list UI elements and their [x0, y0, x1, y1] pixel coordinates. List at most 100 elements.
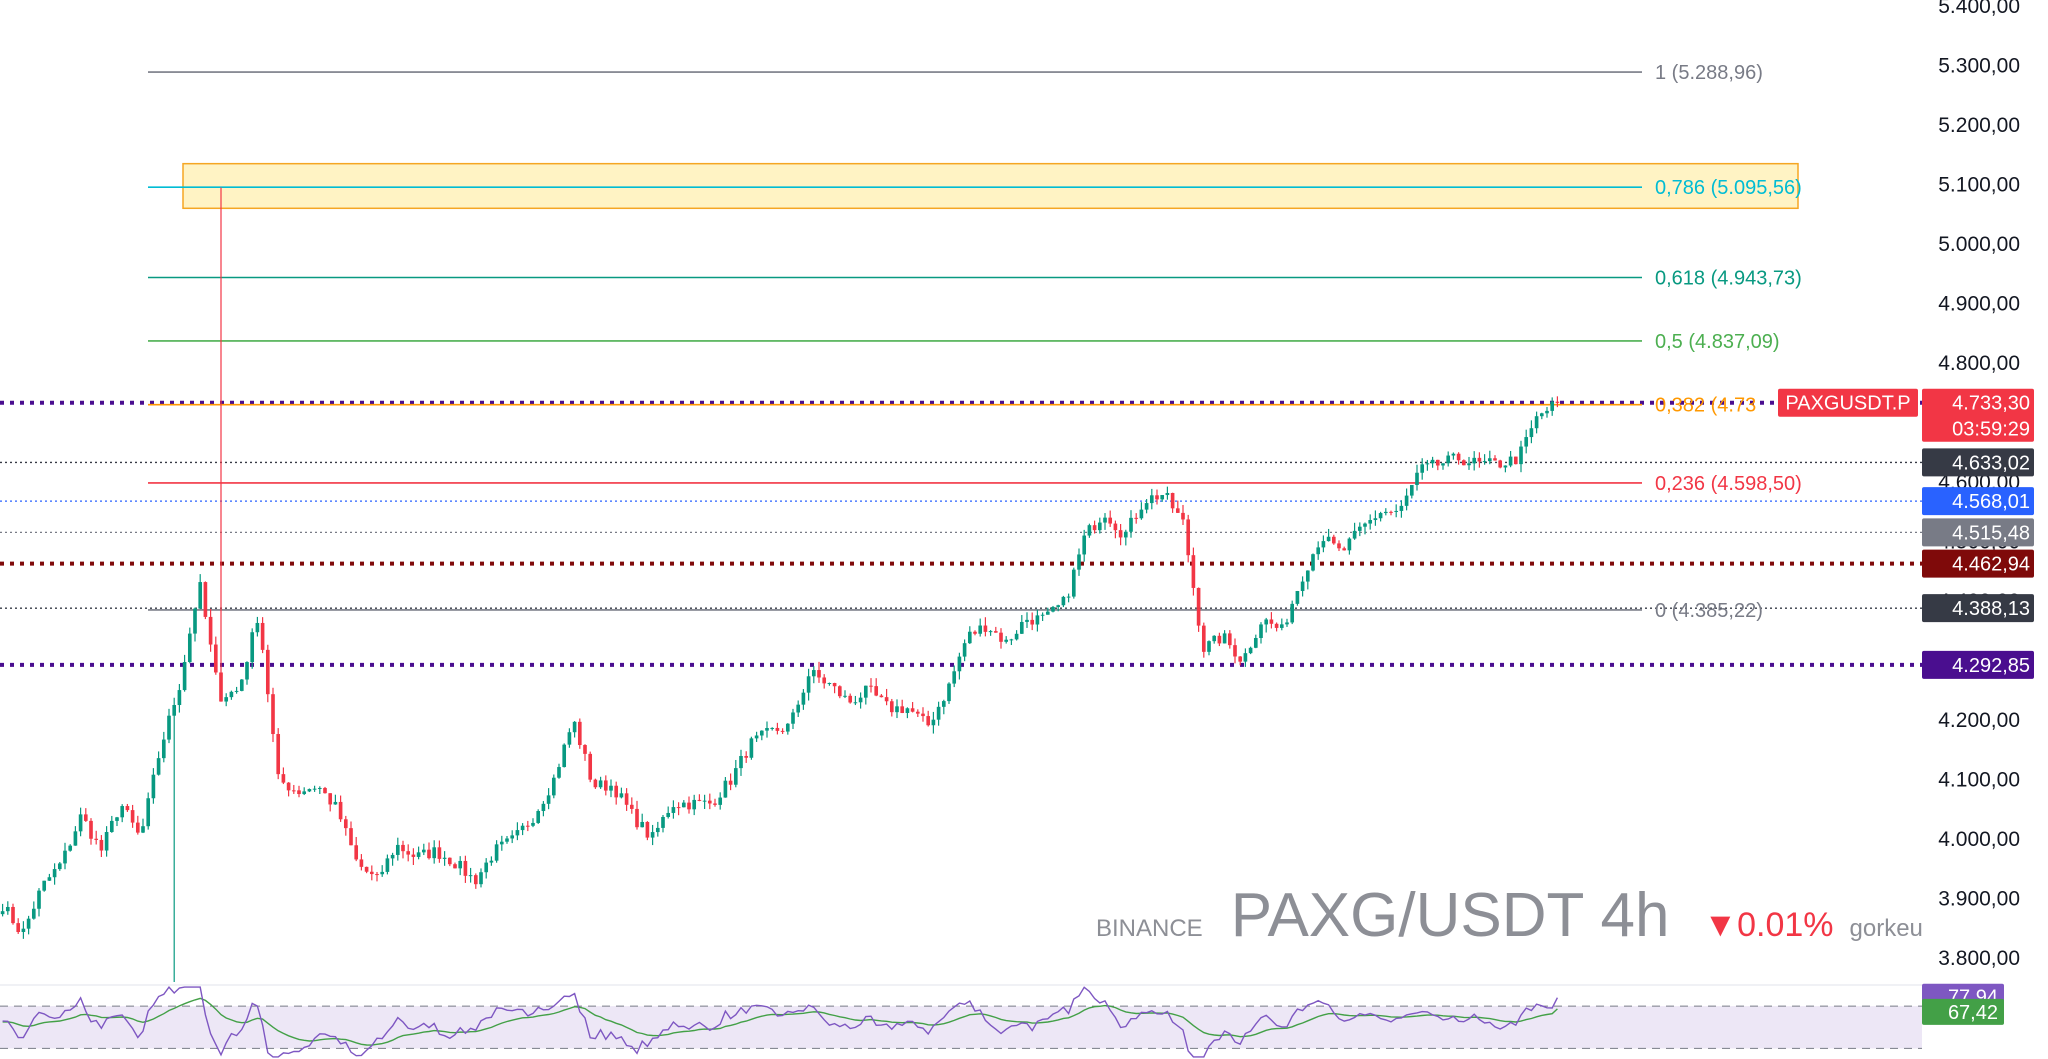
candle-body-198 [1030, 619, 1035, 625]
candle-body-222 [1155, 495, 1159, 500]
candle-body-86 [447, 857, 452, 865]
candle-body-90 [468, 875, 473, 877]
candle-body-143 [744, 755, 749, 758]
candle-body-163 [848, 695, 853, 703]
candle-body-91 [473, 875, 478, 885]
candle-body-146 [759, 730, 764, 736]
candle-body-95 [494, 844, 499, 861]
candle-body-210 [1092, 525, 1097, 531]
candle-body-275 [1430, 459, 1435, 464]
candle-body-106 [551, 777, 556, 796]
candle-body-149 [775, 727, 780, 731]
candle-body-0 [0, 911, 5, 915]
y-tick-label-0: 3.800,00 [1938, 947, 2020, 970]
candle-body-160 [832, 683, 837, 687]
price-tag-5 [1922, 650, 2034, 679]
candle-body-102 [531, 822, 535, 826]
candle-body-89 [463, 860, 468, 876]
candle-body-276 [1435, 459, 1440, 466]
candle-body-221 [1149, 495, 1154, 504]
candle-body-233 [1212, 635, 1217, 642]
candle-body-97 [505, 838, 509, 842]
candle-body-98 [510, 835, 515, 839]
candle-body-96 [499, 841, 504, 845]
candle-body-208 [1082, 535, 1087, 555]
candle-body-34 [177, 690, 182, 706]
candle-body-92 [479, 872, 483, 885]
price-tag-2 [1922, 518, 2034, 547]
candle-body-122 [635, 808, 639, 828]
candle-body-262 [1363, 523, 1367, 527]
candle-body-59 [307, 789, 312, 792]
y-tick-label-16: 5.400,00 [1938, 0, 2020, 18]
candle-body-150 [780, 730, 785, 732]
candle-body-115 [598, 780, 603, 788]
candle-body-296 [1539, 413, 1544, 417]
candle-body-75 [390, 854, 395, 859]
candle-body-15 [78, 814, 83, 832]
candle-body-71 [369, 871, 374, 875]
candle-body-153 [796, 704, 801, 713]
candle-body-255 [1326, 536, 1331, 542]
price-axis: 3.800,00 3.900,00 4.000,00 4.100,00 4.200,00… [1938, 0, 2020, 970]
candle-body-241 [1253, 637, 1258, 648]
candle-body-140 [728, 780, 733, 785]
candle-body-290 [1508, 456, 1513, 466]
candle-body-224 [1165, 492, 1170, 496]
candle-body-42 [219, 672, 223, 702]
candle-body-44 [229, 691, 234, 698]
candle-body-9 [47, 877, 52, 881]
candle-body-154 [801, 692, 806, 705]
candle-body-286 [1487, 458, 1492, 462]
candle-body-30 [156, 758, 161, 775]
rsi-ma-tag [1922, 998, 2004, 1025]
candle-body-81 [421, 849, 426, 853]
candle-body-104 [541, 803, 546, 812]
candle-body-5 [26, 918, 31, 929]
candle-body-25 [130, 810, 135, 823]
candle-body-40 [208, 616, 213, 645]
candle-body-60 [312, 788, 317, 790]
candle-body-219 [1139, 509, 1144, 519]
candle-body-48 [250, 632, 255, 663]
candle-body-239 [1243, 653, 1248, 662]
candle-body-209 [1087, 525, 1092, 536]
candle-body-83 [432, 847, 437, 859]
candle-body-176 [915, 711, 920, 714]
candle-body-234 [1217, 635, 1222, 644]
candle-body-37 [193, 608, 197, 634]
candle-body-112 [583, 745, 587, 754]
candle-body-270 [1404, 495, 1409, 506]
candle-body-183 [952, 671, 957, 684]
candle-body-230 [1196, 587, 1201, 626]
candle-body-16 [83, 814, 88, 821]
rsi-ma-label: 67,42 [1948, 1002, 1998, 1024]
candle-body-179 [931, 719, 936, 726]
candle-body-240 [1248, 647, 1253, 654]
candle-body-99 [515, 830, 520, 836]
candle-body-36 [187, 633, 192, 663]
fib-label-1: 0,786 (5.095,56) [1655, 177, 1802, 199]
candle-body-125 [650, 832, 655, 838]
candle-body-29 [151, 774, 156, 799]
candle-body-180 [936, 706, 941, 720]
candle-body-31 [161, 739, 166, 759]
candle-body-236 [1227, 633, 1232, 646]
rsi-indicator-pane [0, 984, 1922, 1058]
y-tick-label-1: 3.900,00 [1938, 888, 2020, 911]
candle-body-191 [993, 631, 998, 633]
candle-body-61 [317, 787, 322, 789]
candle-body-62 [323, 787, 327, 794]
candle-body-85 [442, 857, 447, 859]
candle-body-161 [837, 686, 842, 697]
candle-body-235 [1222, 633, 1227, 644]
candle-body-87 [453, 864, 457, 869]
candle-body-45 [234, 690, 239, 692]
candle-body-280 [1456, 453, 1461, 461]
watermark-change: ▼0.01% [1703, 906, 1834, 944]
candle-body-162 [843, 695, 847, 697]
candle-body-47 [245, 662, 249, 680]
candle-body-248 [1290, 603, 1295, 623]
price-tag-3 [1922, 549, 2034, 578]
